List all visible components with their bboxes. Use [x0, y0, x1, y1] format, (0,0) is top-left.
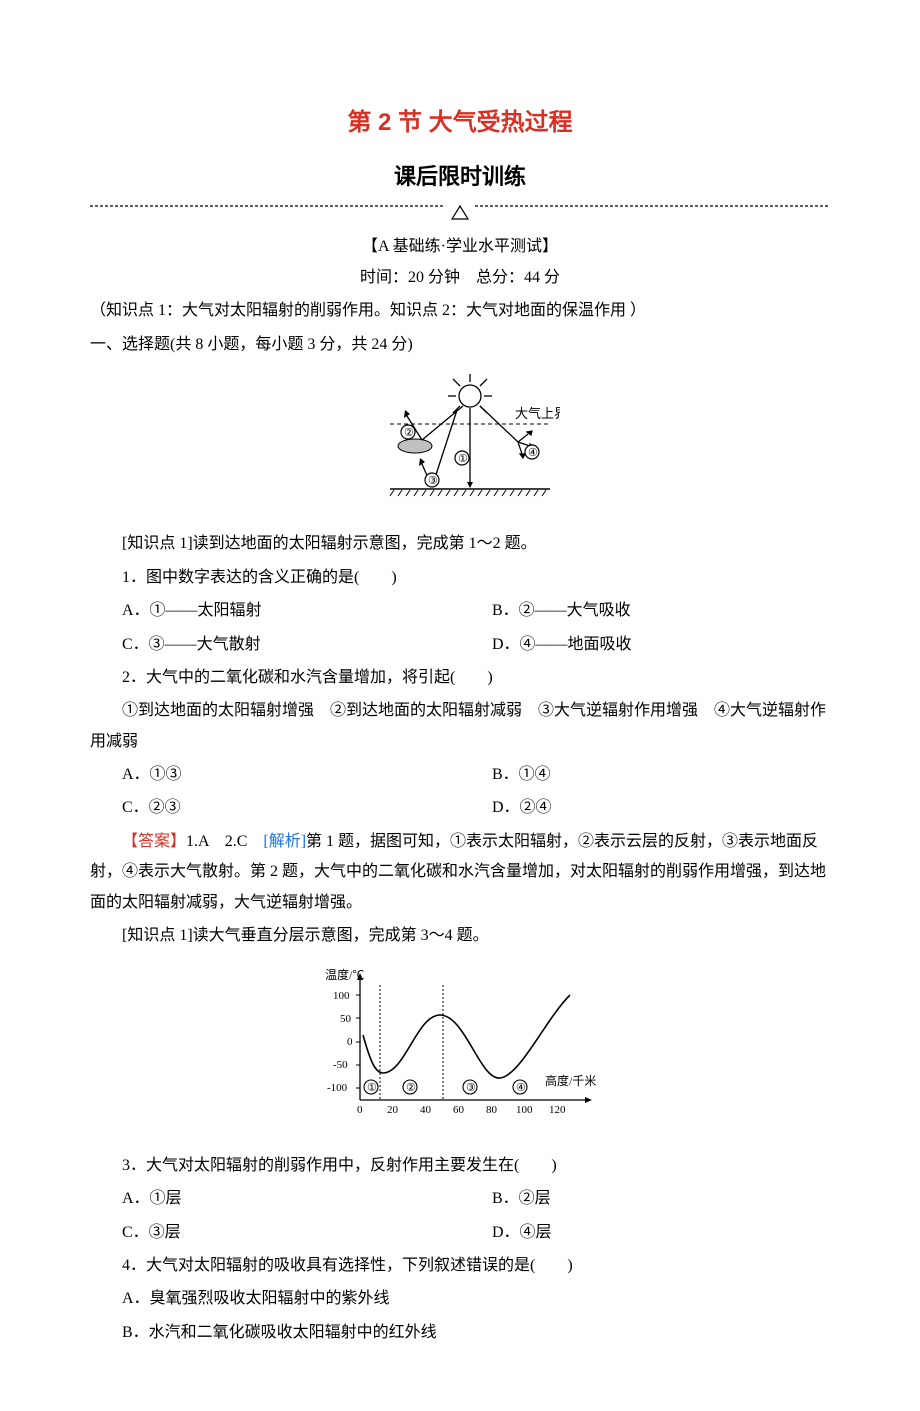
- d2-xt-0: 0: [357, 1104, 363, 1116]
- d2-ylabel: 温度/℃: [325, 967, 364, 982]
- d2-xt-2: 40: [420, 1104, 432, 1116]
- q2-opt-c: C．②③: [90, 793, 460, 823]
- d2-xt-1: 20: [387, 1104, 399, 1116]
- diagram1-circle-1: ①: [458, 453, 468, 465]
- q1-opt-c: C．③——大气散射: [90, 630, 460, 660]
- answer-label: 【答案】: [122, 833, 186, 850]
- q2-stem: 2．大气中的二氧化碳和水汽含量增加，将引起( ): [90, 663, 830, 693]
- diagram-2: 温度/℃ 高度/千米 100 50 0 -50 -100 0 20 40 60 …: [90, 965, 830, 1136]
- knowledge-hint: （知识点 1：大气对太阳辐射的削弱作用。知识点 2：大气对地面的保温作用 ）: [90, 296, 830, 326]
- q1-opt-d: D．④——地面吸收: [460, 630, 632, 660]
- divider: [90, 202, 830, 220]
- sub-title: 课后限时训练: [90, 156, 830, 198]
- q2-opt-a: A．①③: [90, 760, 460, 790]
- d2-xt-4: 80: [486, 1104, 498, 1116]
- q3-stem: 3．大气对太阳辐射的削弱作用中，反射作用主要发生在( ): [90, 1151, 830, 1181]
- sun-radiation-diagram: 大气上界 ① ② ③: [360, 374, 560, 504]
- q1-opt-b: B．②——大气吸收: [460, 596, 631, 626]
- d2-xlabel: 高度/千米: [545, 1073, 596, 1088]
- explain-label: [解析]: [263, 833, 306, 850]
- q4-stem: 4．大气对太阳辐射的吸收具有选择性，下列叙述错误的是( ): [90, 1251, 830, 1281]
- diagram-1: 大气上界 ① ② ③: [90, 374, 830, 515]
- q4-opt-b: B．水汽和二氧化碳吸收太阳辐射中的红外线: [90, 1318, 830, 1348]
- q4-opt-a: A．臭氧强烈吸收太阳辐射中的紫外线: [90, 1284, 830, 1314]
- temperature-altitude-diagram: 温度/℃ 高度/千米 100 50 0 -50 -100 0 20 40 60 …: [305, 965, 615, 1125]
- q3-row-ab: A．①层 B．②层: [90, 1184, 830, 1214]
- d2-yt-0: 100: [333, 990, 350, 1002]
- answer-12: 【答案】1.A 2.C [解析]第 1 题，据图可知，①表示太阳辐射，②表示云层…: [90, 827, 830, 918]
- q1-row-cd: C．③——大气散射 D．④——地面吸收: [90, 630, 830, 660]
- q3-opt-a: A．①层: [90, 1184, 460, 1214]
- q1-opt-a: A．①——太阳辐射: [90, 596, 460, 626]
- time-score: 时间：20 分钟 总分：44 分: [90, 263, 830, 293]
- d2-c1: ①: [367, 1082, 377, 1094]
- diagram1-upper-label: 大气上界: [515, 406, 560, 421]
- diagram1-circle-2: ②: [404, 427, 414, 439]
- q3-opt-c: C．③层: [90, 1218, 460, 1248]
- diagram1-circle-4: ④: [528, 447, 538, 459]
- kp1b-intro: [知识点 1]读大气垂直分层示意图，完成第 3～4 题。: [90, 921, 830, 951]
- d2-xt-6: 120: [549, 1104, 566, 1116]
- divider-svg: [90, 202, 830, 220]
- d2-yt-2: 0: [347, 1036, 353, 1048]
- q1-row-ab: A．①——太阳辐射 B．②——大气吸收: [90, 596, 830, 626]
- diagram1-circle-3: ③: [428, 475, 438, 487]
- answer-text: 1.A 2.C: [186, 833, 263, 850]
- q1-stem: 1．图中数字表达的含义正确的是( ): [90, 563, 830, 593]
- d2-xt-5: 100: [516, 1104, 533, 1116]
- part1-heading: 一、选择题(共 8 小题，每小题 3 分，共 24 分): [90, 330, 830, 360]
- q2-row-cd: C．②③ D．②④: [90, 793, 830, 823]
- kp1-intro: [知识点 1]读到达地面的太阳辐射示意图，完成第 1～2 题。: [90, 529, 830, 559]
- d2-yt-1: 50: [340, 1013, 352, 1025]
- main-title: 第 2 节 大气受热过程: [90, 100, 830, 146]
- q3-opt-d: D．④层: [460, 1218, 552, 1248]
- d2-c4: ④: [516, 1082, 526, 1094]
- d2-xt-3: 60: [453, 1104, 465, 1116]
- d2-c2: ②: [406, 1082, 416, 1094]
- d2-c3: ③: [466, 1082, 476, 1094]
- d2-yt-3: -50: [333, 1059, 348, 1071]
- q2-row-ab: A．①③ B．①④: [90, 760, 830, 790]
- q2-choices-line: ①到达地面的太阳辐射增强 ②到达地面的太阳辐射减弱 ③大气逆辐射作用增强 ④大气…: [90, 696, 830, 757]
- q2-opt-b: B．①④: [460, 760, 551, 790]
- section-label: 【A 基础练·学业水平测试】: [90, 232, 830, 262]
- q3-row-cd: C．③层 D．④层: [90, 1218, 830, 1248]
- q3-opt-b: B．②层: [460, 1184, 551, 1214]
- d2-yt-4: -100: [327, 1082, 348, 1094]
- q2-opt-d: D．②④: [460, 793, 552, 823]
